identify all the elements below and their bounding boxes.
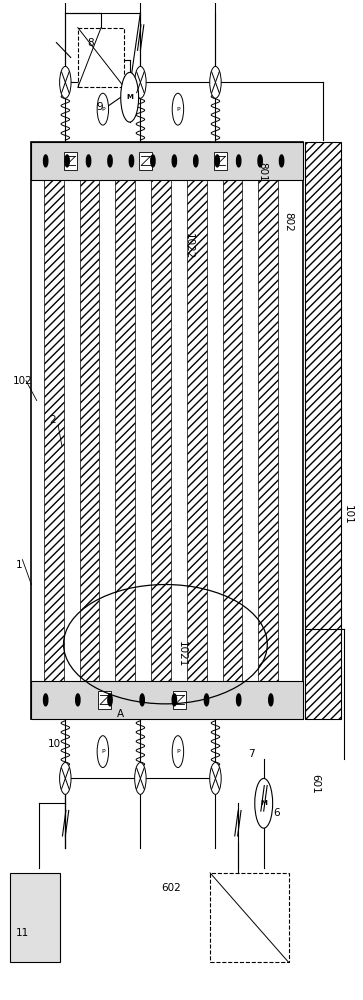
Text: A: A [117,709,124,719]
Bar [78,28,124,87]
Circle shape [172,93,184,125]
Circle shape [129,155,134,167]
Text: 1021: 1021 [176,641,187,667]
Circle shape [280,155,284,167]
Bar [44,180,64,681]
Circle shape [210,66,221,98]
Text: 101: 101 [343,505,353,525]
Bar [151,180,171,681]
Bar [10,873,60,962]
Text: 8: 8 [87,38,94,48]
Text: P: P [176,749,180,754]
Bar [64,152,77,170]
Circle shape [108,155,112,167]
Bar [305,142,340,719]
Circle shape [237,155,241,167]
Circle shape [65,155,69,167]
Circle shape [210,763,221,794]
Bar [215,152,227,170]
Text: P: P [101,107,105,112]
Circle shape [172,694,176,706]
Text: P: P [176,107,180,112]
Circle shape [172,155,176,167]
Circle shape [86,155,91,167]
Circle shape [255,778,273,828]
Bar [115,180,135,681]
Circle shape [215,155,219,167]
Text: 601: 601 [310,774,321,793]
Bar [31,142,303,719]
Text: 1: 1 [16,560,22,570]
Text: 801: 801 [257,162,267,182]
Text: 9: 9 [96,102,103,112]
Circle shape [60,763,71,794]
Text: M: M [260,800,267,806]
Circle shape [44,694,48,706]
Text: 802: 802 [284,212,294,231]
Bar [258,180,278,681]
Text: 602: 602 [161,883,181,893]
Circle shape [135,763,146,794]
Circle shape [151,155,155,167]
Circle shape [269,694,273,706]
Circle shape [237,694,241,706]
Bar [173,691,186,709]
Bar [210,873,289,962]
Bar [31,681,303,719]
Circle shape [121,72,139,122]
Text: 1022: 1022 [184,233,193,260]
Bar [79,180,99,681]
Text: 2: 2 [49,415,56,425]
Circle shape [258,155,262,167]
Circle shape [97,736,109,768]
Circle shape [204,694,209,706]
Text: 7: 7 [248,749,254,759]
Circle shape [140,694,144,706]
Circle shape [97,93,109,125]
Text: M: M [126,94,133,100]
Circle shape [108,694,112,706]
Text: 6: 6 [273,808,280,818]
Circle shape [135,66,146,98]
Text: 11: 11 [16,928,29,938]
Circle shape [44,155,48,167]
Circle shape [76,694,80,706]
Bar [98,691,111,709]
Circle shape [60,66,71,98]
Text: 102: 102 [13,376,32,386]
Circle shape [172,736,184,768]
Text: 10: 10 [48,739,61,749]
Bar [31,142,303,180]
Bar [139,152,152,170]
Text: P: P [101,749,105,754]
Circle shape [193,155,198,167]
Bar [223,180,242,681]
Bar [187,180,207,681]
